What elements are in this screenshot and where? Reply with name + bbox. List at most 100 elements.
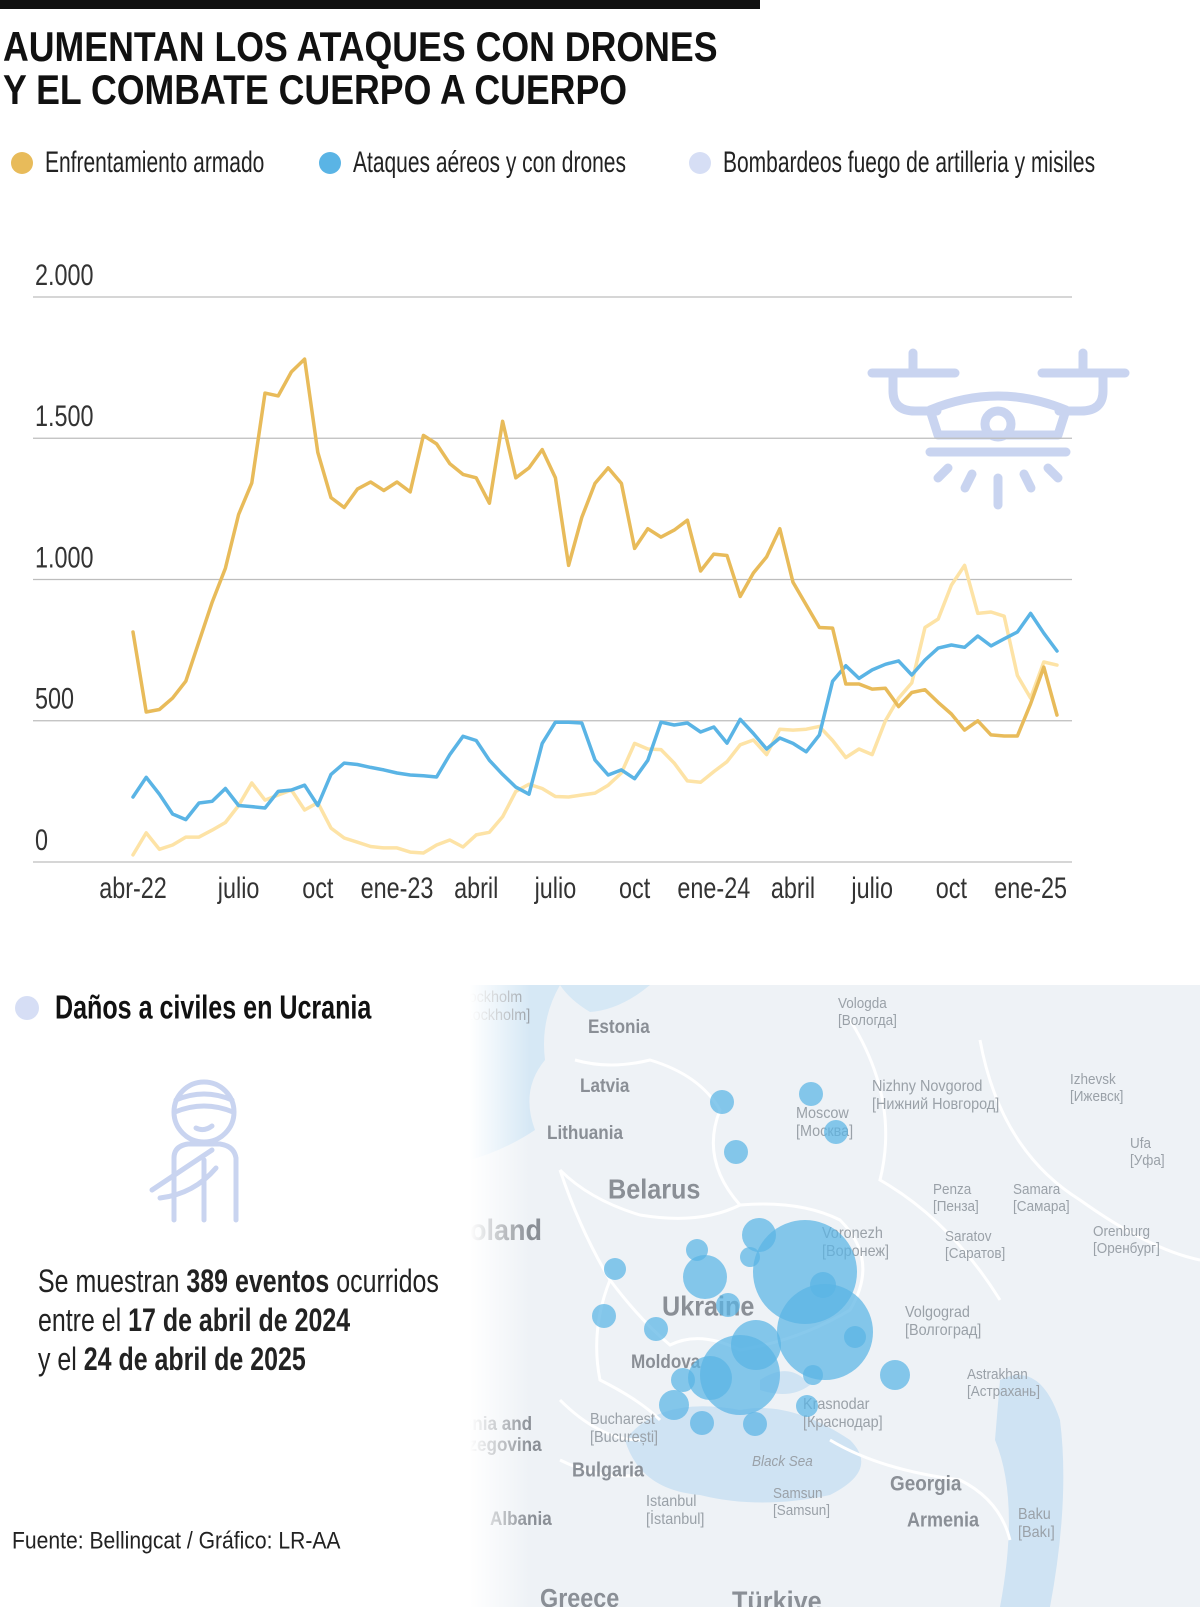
chart-title: AUMENTAN LOS ATAQUES CON DRONES — [3, 24, 718, 70]
note-text: ocurridos — [329, 1264, 439, 1300]
map-label: Estonia — [588, 1016, 651, 1037]
map-label-local: [Пенза] — [933, 1198, 979, 1215]
event-bubble — [716, 1293, 740, 1317]
map-label: Baku — [1018, 1506, 1051, 1524]
x-tick-label: abril — [771, 871, 815, 904]
note-line: y el 24 de abril de 2025 — [38, 1342, 306, 1378]
section-dot — [15, 996, 39, 1020]
legend-label: Ataques aéreos y con drones — [353, 146, 626, 178]
note-line: entre el 17 de abril de 2024 — [38, 1303, 350, 1339]
event-bubble — [688, 1356, 732, 1400]
legend-marker — [11, 152, 33, 174]
drone-icon — [867, 348, 1130, 510]
x-tick-label: oct — [619, 871, 651, 904]
y-tick-label: 1.500 — [35, 399, 94, 432]
map: EstoniaLatviaLithuaniaBelarusPolandUkrai… — [470, 985, 1200, 1607]
event-bubble — [659, 1390, 689, 1420]
note-line: Se muestran 389 eventos ocurridos — [38, 1264, 439, 1300]
event-bubble — [803, 1365, 823, 1385]
map-label-local: [İstanbul] — [646, 1510, 704, 1529]
legend-label: Enfrentamiento armado — [45, 146, 264, 178]
note-text: 389 eventos — [186, 1264, 329, 1300]
data-line — [131, 611, 1059, 822]
map-fade — [470, 985, 530, 1607]
x-tick-label: ene-23 — [361, 871, 434, 904]
event-bubble — [690, 1411, 714, 1435]
data-line — [131, 357, 1059, 738]
event-bubble — [592, 1304, 616, 1328]
legend-marker — [319, 152, 341, 174]
map-sea — [560, 985, 650, 1012]
event-bubble — [671, 1368, 695, 1392]
map-label-local: [Краснодар] — [803, 1414, 883, 1432]
x-tick-label: ene-24 — [677, 871, 750, 904]
map-label: Lithuania — [547, 1122, 624, 1143]
map-label: Vologda — [838, 995, 887, 1012]
map-label: Penza — [933, 1181, 971, 1198]
x-tick-label: julio — [851, 871, 893, 904]
map-sea — [995, 1375, 1064, 1607]
map-label-local: [București] — [590, 1429, 658, 1447]
map-label: Orenburg — [1093, 1223, 1150, 1240]
note-text: 17 de abril de 2024 — [128, 1303, 350, 1339]
y-tick-label: 2.000 — [35, 258, 94, 291]
data-line — [131, 563, 1059, 857]
map-label-local: [Оренбург] — [1093, 1240, 1160, 1257]
chart-title: Y EL COMBATE CUERPO A CUERPO — [3, 67, 627, 113]
x-tick-label: julio — [534, 871, 576, 904]
event-bubble — [777, 1284, 873, 1380]
map-label: Bulgaria — [572, 1459, 644, 1481]
map-label: Volgograd — [905, 1304, 970, 1322]
map-label: Ufa — [1130, 1135, 1151, 1152]
map-label: Georgia — [890, 1473, 962, 1496]
map-label-local: [Ижевск] — [1070, 1088, 1123, 1105]
x-tick-label: ene-25 — [994, 871, 1067, 904]
event-bubble — [844, 1326, 866, 1348]
civilian-icon — [149, 1079, 239, 1223]
y-tick-label: 1.000 — [35, 541, 94, 574]
x-tick-label: abril — [454, 871, 498, 904]
event-bubble — [743, 1412, 767, 1436]
event-bubble — [824, 1120, 848, 1144]
map-label: Istanbul — [646, 1493, 696, 1511]
map-label: Samara — [1013, 1181, 1060, 1198]
y-tick-label: 0 — [35, 823, 48, 856]
y-tick-label: 500 — [35, 682, 74, 715]
map-label-local: [Саратов] — [945, 1245, 1005, 1262]
section-title: Daños a civiles en Ucrania — [55, 989, 372, 1026]
event-bubble — [799, 1082, 823, 1106]
legend-marker — [689, 152, 711, 174]
event-bubble — [710, 1090, 734, 1114]
note-text: 24 de abril de 2025 — [84, 1342, 306, 1378]
map-label-local: [Самара] — [1013, 1198, 1070, 1215]
map-sea — [625, 1406, 862, 1503]
map-label: Saratov — [945, 1228, 992, 1245]
map-label: Latvia — [580, 1075, 630, 1096]
event-bubble — [724, 1140, 748, 1164]
map-label-local: [Нижний Новгород] — [872, 1096, 999, 1114]
map-label: Moldova — [631, 1351, 701, 1372]
legend-label: Bombardeos fuego de artilleria y misiles — [723, 146, 1095, 178]
map-label: Greece — [540, 1585, 619, 1607]
source: Fuente: Bellingcat / Gráfico: LR-AA — [12, 1527, 341, 1554]
x-tick-label: oct — [936, 871, 968, 904]
x-tick-label: oct — [302, 871, 334, 904]
map-label: Krasnodar — [803, 1396, 869, 1414]
map-label: Moscow — [796, 1105, 850, 1123]
map-label: Türkiye — [732, 1585, 822, 1607]
event-bubble — [644, 1317, 668, 1341]
top-bar — [0, 0, 760, 9]
map-label-local: [Волгоград] — [905, 1322, 981, 1340]
map-label: Armenia — [907, 1509, 979, 1531]
map-label: Samsun — [773, 1485, 822, 1502]
map-label-local: [Астрахань] — [967, 1383, 1040, 1400]
event-bubble — [796, 1395, 818, 1417]
map-label-local: [Bakı] — [1018, 1524, 1055, 1542]
x-tick-label: julio — [217, 871, 259, 904]
map-label: Izhevsk — [1070, 1071, 1117, 1088]
event-bubble — [604, 1258, 626, 1280]
event-bubble — [683, 1255, 727, 1299]
x-tick-label: abr-22 — [99, 871, 167, 904]
